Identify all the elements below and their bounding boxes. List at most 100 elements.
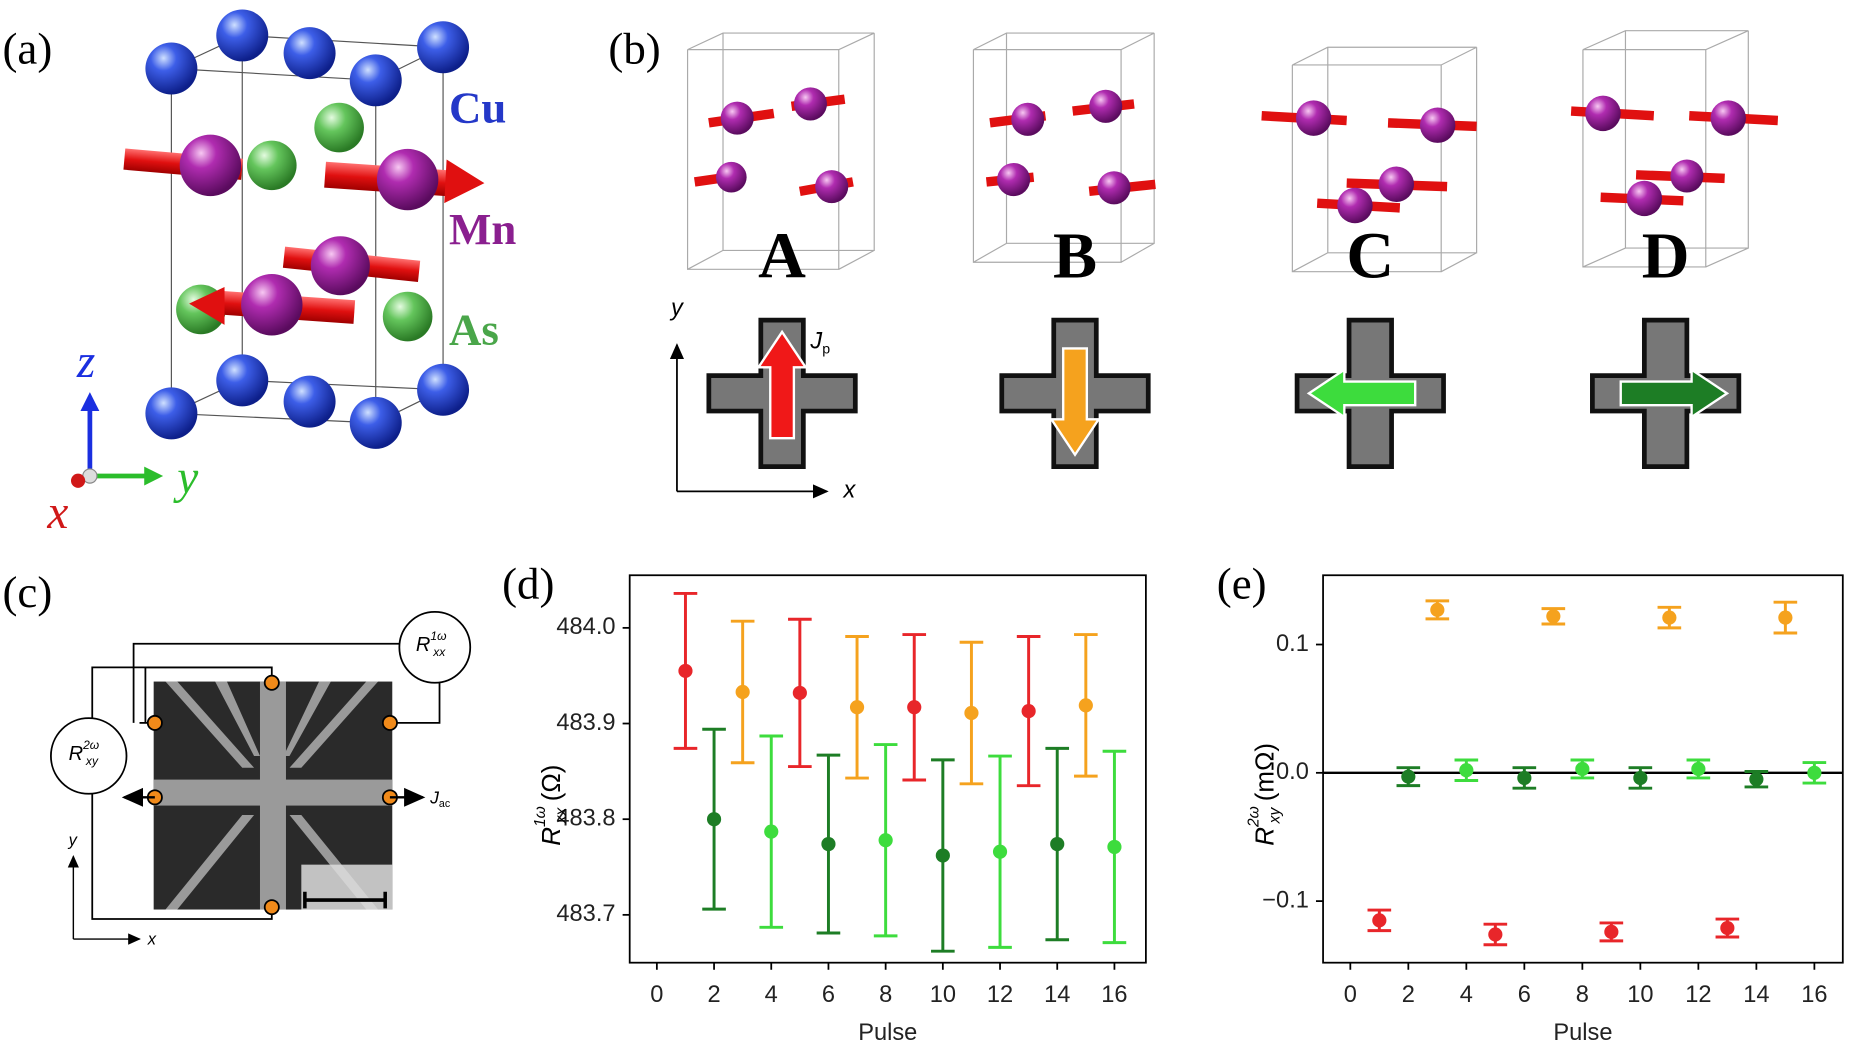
axis-label: z xyxy=(76,336,95,388)
plot-frame xyxy=(628,574,1147,964)
subscript: xy xyxy=(85,754,99,768)
device xyxy=(1294,317,1446,469)
y-tick-label: 483.7 xyxy=(556,901,615,927)
marker xyxy=(1021,704,1036,719)
state-label: C xyxy=(1346,219,1394,292)
scale-bar-bg xyxy=(301,864,393,910)
hall-bar xyxy=(153,681,393,910)
y-axis-title: R2ω xy (mΩ) xyxy=(1246,743,1284,846)
panel-label: (b) xyxy=(608,23,660,73)
unit-cell xyxy=(170,34,446,424)
current-arrow xyxy=(1049,347,1101,457)
subscript: p xyxy=(822,341,830,357)
current-arrow xyxy=(1619,367,1730,420)
marker xyxy=(678,663,693,678)
subscript: ac xyxy=(439,798,451,810)
marker xyxy=(1401,769,1416,784)
panel-label: (c) xyxy=(2,567,52,617)
superscript: 1ω xyxy=(430,629,446,643)
marker xyxy=(1691,761,1706,777)
axis-label: x xyxy=(147,930,157,949)
x-tick-label: 14 xyxy=(1044,982,1070,1008)
chart: 0 2 4 6 8 10 12 14 16 483.7 483.8 483.9 484.0 Pulse R1… xyxy=(532,574,1147,1046)
x-tick-label: 0 xyxy=(650,982,663,1008)
marker xyxy=(1488,927,1503,942)
atom-label: Cu xyxy=(449,83,506,133)
x-tick-label: 14 xyxy=(1743,982,1769,1008)
chart: 0 2 4 6 8 10 12 14 16 −0.1 0.0 0.1 Pulse R2ω xy (mΩ) xyxy=(1246,574,1844,1046)
marker xyxy=(1459,763,1474,778)
y-tick-label: 484.0 xyxy=(556,614,615,640)
x-tick-label: 4 xyxy=(1460,982,1473,1008)
marker xyxy=(1050,836,1065,852)
axis-label: x xyxy=(46,487,68,539)
superscript: 1ω xyxy=(532,806,549,827)
marker xyxy=(1517,770,1532,786)
rxy-meter xyxy=(50,717,128,795)
superscript: 2ω xyxy=(1246,806,1263,828)
rxy-label: R2ω xy xyxy=(69,738,100,768)
axis-label: y xyxy=(68,830,79,849)
panel-b xyxy=(669,30,1779,499)
panel-c xyxy=(50,610,472,945)
marker xyxy=(1807,765,1822,780)
marker xyxy=(1720,920,1735,936)
marker xyxy=(1546,609,1561,624)
x-tick-label: 8 xyxy=(879,982,892,1008)
panel-label: (d) xyxy=(502,559,554,609)
c-arrows xyxy=(67,787,426,945)
x-tick-label: 10 xyxy=(1627,982,1653,1008)
marker xyxy=(764,824,779,839)
x-tick-label: 2 xyxy=(1402,982,1415,1008)
atom-label: Mn xyxy=(449,204,516,254)
x-tick-label: 12 xyxy=(1685,982,1711,1008)
atom-label: As xyxy=(449,305,499,355)
marker xyxy=(706,812,722,827)
device xyxy=(706,317,858,469)
x-axis-title: Pulse xyxy=(858,1020,917,1046)
charts: 0 2 4 6 8 10 12 14 16483.7483.8483.9484.0PulseR1… xyxy=(532,574,1844,1046)
current-label: Jp xyxy=(809,329,830,358)
rxx-meter xyxy=(398,610,472,684)
marker xyxy=(849,700,865,715)
axes-triad xyxy=(70,392,164,488)
marker xyxy=(1078,698,1093,713)
y-tick-label: 483.9 xyxy=(556,710,615,736)
y-axis-title: R1ω xx (Ω) xyxy=(532,765,570,846)
marker xyxy=(792,685,807,701)
marker xyxy=(935,848,950,863)
device xyxy=(1590,317,1742,469)
symbol: R xyxy=(536,827,566,846)
x-tick-label: 6 xyxy=(1518,982,1531,1008)
panel-a xyxy=(70,9,485,488)
x-tick-label: 12 xyxy=(987,982,1013,1008)
marker xyxy=(1575,761,1590,777)
x-tick-label: 6 xyxy=(822,982,835,1008)
panel-label: (e) xyxy=(1217,559,1267,609)
axis-label: y xyxy=(173,452,198,504)
atoms xyxy=(123,9,485,449)
current-arrow xyxy=(1306,367,1417,420)
y-tick-label: 0.1 xyxy=(1276,631,1309,657)
panel-label: (a) xyxy=(2,23,52,73)
marker xyxy=(878,833,893,848)
unit: (Ω) xyxy=(536,765,566,802)
unit: (mΩ) xyxy=(1249,743,1279,801)
symbol: R xyxy=(416,634,431,656)
b-axes xyxy=(669,343,829,499)
marker xyxy=(1604,924,1619,939)
axis-label: x xyxy=(842,478,856,504)
x-tick-label: 10 xyxy=(930,982,956,1008)
y-tick-label: 483.8 xyxy=(556,805,615,831)
marker xyxy=(1430,602,1445,617)
axis-label: y xyxy=(669,296,684,322)
x-tick-label: 2 xyxy=(707,982,720,1008)
superscript: 2ω xyxy=(82,738,99,752)
symbol: J xyxy=(429,787,439,807)
marker xyxy=(1633,770,1648,786)
subscript: xx xyxy=(432,645,446,659)
subscript: xx xyxy=(553,807,570,825)
subscript: xy xyxy=(1267,807,1284,825)
